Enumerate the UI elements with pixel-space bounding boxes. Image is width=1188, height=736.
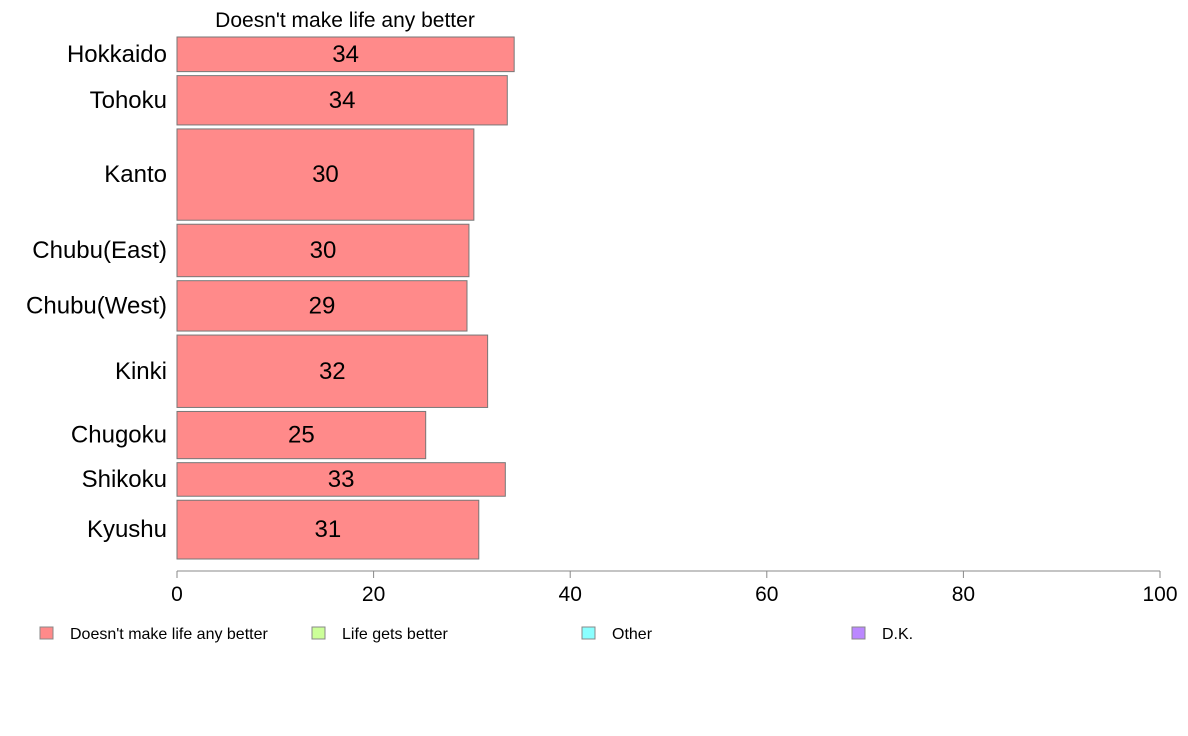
category-label-kinki: Kinki (115, 358, 167, 385)
bar-chubu-east (176, 223, 470, 278)
bar-value-label-chubu-east: 30 (310, 237, 337, 264)
bar-tohoku (176, 75, 508, 126)
x-tick-label-20: 20 (362, 583, 385, 606)
legend-swatch-d-k (851, 626, 866, 640)
category-label-kanto: Kanto (104, 161, 167, 188)
bar-value-labels: 34 34 30 30 29 32 25 33 31 (288, 41, 359, 543)
category-label-chubu-west: Chubu(West) (26, 292, 167, 319)
legend-label-other: Other (612, 626, 653, 643)
bar-kyushu (176, 499, 480, 560)
bar-value-label-kyushu: 31 (315, 516, 342, 543)
legend-swatch-doesn-t-make-life-any-better (39, 626, 54, 640)
bar-shikoku (176, 462, 506, 497)
bar-kinki (176, 334, 489, 408)
legend-label-d-k: D.K. (882, 626, 913, 643)
legend-swatch-life-gets-better (311, 626, 326, 640)
x-tick-label-60: 60 (755, 583, 778, 606)
category-label-shikoku: Shikoku (82, 466, 167, 493)
x-tick-label-80: 80 (952, 583, 975, 606)
bar-chugoku (176, 410, 427, 460)
legend-swatch-other (581, 626, 596, 640)
bar-value-label-hokkaido: 34 (332, 41, 359, 68)
bar-value-label-chubu-west: 29 (309, 292, 336, 319)
bar-chubu-west (176, 280, 468, 332)
bar-value-label-tohoku: 34 (329, 87, 356, 114)
legend-label-doesn-t-make-life-any-better: Doesn't make life any better (70, 626, 268, 643)
x-axis: 0 20 40 60 80 100 (171, 570, 1178, 606)
category-label-chugoku: Chugoku (71, 422, 167, 449)
bar-value-label-shikoku: 33 (328, 466, 355, 493)
bar-hokkaido (176, 36, 515, 73)
x-tick-label-40: 40 (559, 583, 582, 606)
category-label-kyushu: Kyushu (87, 516, 167, 543)
panel-title: Doesn't make life any better (215, 9, 475, 32)
bar-value-label-chugoku: 25 (288, 422, 315, 449)
x-tick-label-0: 0 (171, 583, 183, 606)
legend: Doesn't make life any better Life gets be… (39, 626, 913, 643)
bar-value-label-kinki: 32 (319, 358, 346, 385)
category-label-tohoku: Tohoku (90, 87, 167, 114)
bar-value-label-kanto: 30 (312, 161, 339, 188)
category-label-chubu-east: Chubu(East) (32, 237, 167, 264)
category-label-hokkaido: Hokkaido (67, 41, 167, 68)
category-labels: Hokkaido Tohoku Kanto Chubu(East) Chubu(West… (26, 41, 167, 543)
bar-kanto (176, 128, 475, 221)
legend-label-life-gets-better: Life gets better (342, 626, 449, 643)
bars-group (176, 36, 515, 560)
x-tick-label-100: 100 (1142, 583, 1177, 606)
